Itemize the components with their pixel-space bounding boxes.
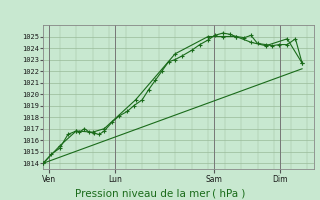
Text: Pression niveau de la mer ( hPa ): Pression niveau de la mer ( hPa ) xyxy=(75,188,245,198)
